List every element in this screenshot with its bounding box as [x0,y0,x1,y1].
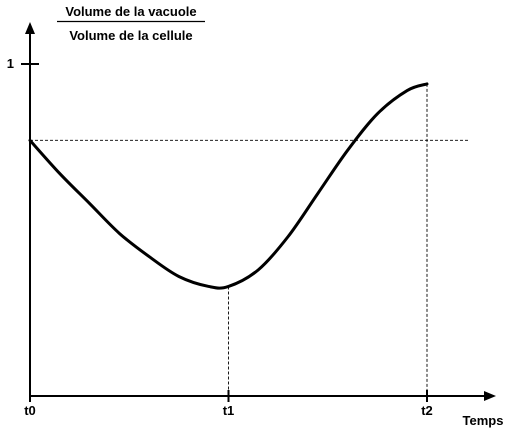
guide-lines [30,83,470,396]
x-tick-label: t1 [223,403,235,418]
y-label-numerator: Volume de la vacuole [65,4,196,19]
y-label-denominator: Volume de la cellule [69,28,192,43]
x-tick-label: t2 [421,403,433,418]
y-axis-arrow [25,22,35,34]
series-curve [28,82,429,290]
labels: Volume de la vacuole Volume de la cellul… [57,4,503,428]
x-axis-arrow [484,391,496,401]
series-line [28,82,429,290]
x-tick-label: t0 [24,403,36,418]
x-axis-label: Temps [463,413,504,428]
axes: 1 t0 t1 t2 [7,22,496,418]
y-tick-label: 1 [7,56,14,71]
